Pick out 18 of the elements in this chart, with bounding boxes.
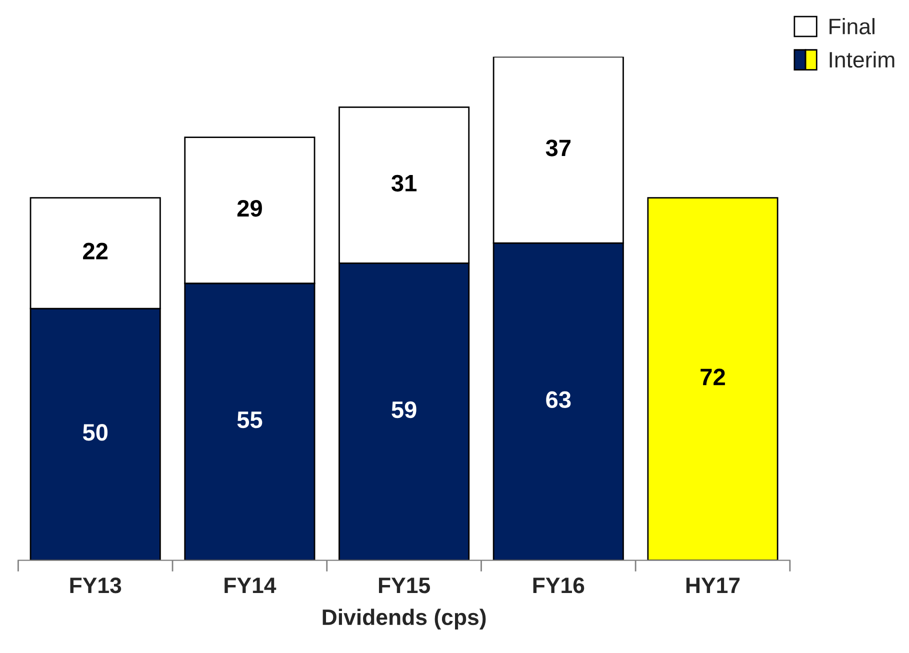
data-label: 55 xyxy=(237,412,262,428)
x-tick-label: FY15 xyxy=(378,578,430,594)
data-label: 37 xyxy=(546,140,570,156)
data-label: 29 xyxy=(237,200,262,217)
x-tick-label: HY17 xyxy=(686,578,740,594)
x-tick-label: FY13 xyxy=(70,578,122,594)
data-label: 72 xyxy=(700,368,725,386)
data-label: 22 xyxy=(83,242,108,260)
data-label: 63 xyxy=(546,391,571,408)
data-label: 50 xyxy=(82,424,108,441)
legend-label: Final xyxy=(830,18,874,34)
legend-label: Interim xyxy=(830,51,894,68)
data-label: 59 xyxy=(392,401,416,418)
x-tick-label: FY14 xyxy=(224,578,276,594)
bar xyxy=(647,197,778,560)
data-label: 31 xyxy=(391,174,417,192)
x-tick-label: FY16 xyxy=(533,578,584,594)
x-axis-title: Dividends (cps) xyxy=(322,608,486,630)
